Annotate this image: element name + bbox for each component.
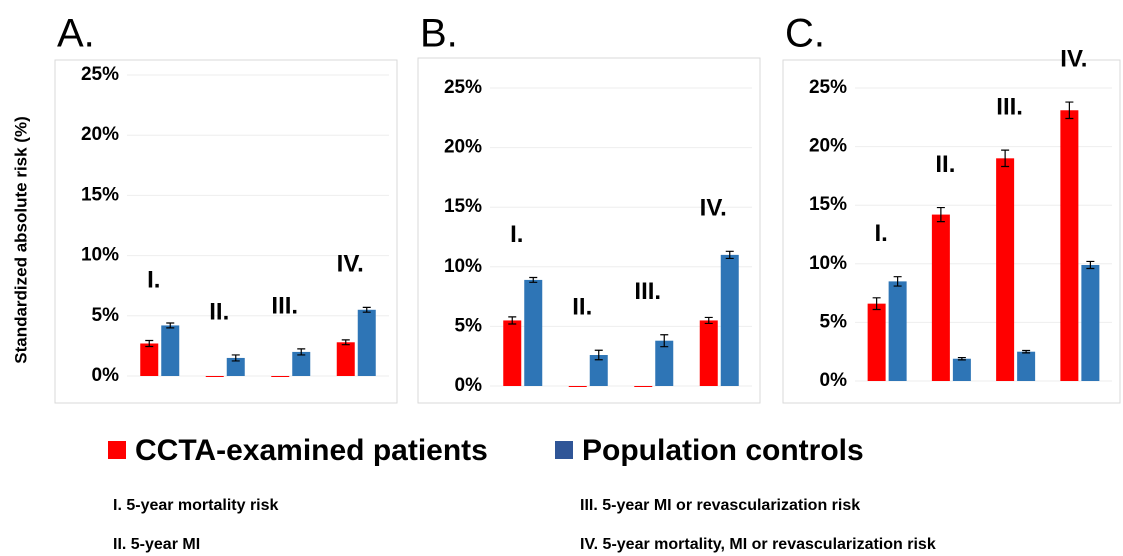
legend-swatch: [555, 441, 573, 459]
y-axis-label: Standardized absolute risk (%): [11, 116, 30, 364]
y-tick-label: 15%: [81, 184, 119, 205]
bar: [589, 355, 608, 386]
category-label: IV.: [700, 195, 727, 222]
bar: [292, 351, 311, 376]
error-bar: [957, 356, 966, 361]
error-bar: [362, 306, 371, 313]
bar: [140, 343, 159, 376]
bar: [996, 158, 1015, 381]
y-tick-label: 5%: [92, 305, 120, 326]
note: IV. 5-year mortality, MI or revasculariz…: [580, 536, 936, 553]
y-tick-label: 25%: [81, 64, 119, 85]
legend-label: CCTA-examined patients: [135, 434, 488, 467]
category-label: III.: [271, 292, 298, 319]
category-label: III.: [996, 93, 1023, 120]
category-label: IV.: [1060, 45, 1087, 72]
legend-label: Population controls: [582, 434, 864, 467]
bar: [655, 340, 674, 386]
bar: [720, 254, 739, 386]
panel-title: B.: [420, 12, 458, 56]
category-label: III.: [634, 278, 661, 305]
y-tick-label: 5%: [455, 315, 483, 336]
error-bar: [341, 339, 350, 346]
bar: [1060, 110, 1079, 381]
note: II. 5-year MI: [113, 536, 200, 553]
error-bar: [1001, 149, 1010, 168]
bar: [161, 325, 180, 376]
error-bar: [936, 206, 945, 223]
y-tick-label: 15%: [809, 194, 847, 215]
y-tick-label: 5%: [820, 311, 848, 332]
bar: [867, 303, 886, 381]
y-tick-label: 0%: [455, 375, 483, 396]
note: III. 5-year MI or revascularization risk: [580, 497, 860, 514]
y-tick-label: 15%: [444, 196, 482, 217]
bar: [336, 342, 355, 376]
y-tick-label: 0%: [92, 365, 120, 386]
error-bar: [508, 316, 517, 325]
category-label: I.: [510, 221, 523, 248]
bar: [888, 281, 907, 381]
error-bar: [872, 297, 881, 311]
bar: [524, 279, 543, 386]
bar: [226, 357, 245, 376]
category-label: II.: [572, 294, 592, 321]
y-tick-label: 20%: [444, 137, 482, 158]
error-bar: [594, 349, 603, 361]
y-tick-label: 25%: [809, 77, 847, 98]
error-bar: [166, 322, 175, 329]
panel-frame: [417, 57, 761, 404]
bar: [503, 320, 522, 386]
y-tick-label: 10%: [81, 245, 119, 266]
bar: [1017, 351, 1036, 381]
bar: [931, 214, 950, 381]
error-bar: [1065, 101, 1074, 120]
bar: [271, 376, 290, 377]
bar: [634, 386, 653, 387]
panel-title: C.: [785, 12, 825, 56]
error-bar: [893, 276, 902, 287]
bar: [952, 358, 971, 381]
bar: [1081, 264, 1100, 381]
panel-frame: [782, 59, 1121, 404]
error-bar: [1022, 349, 1031, 354]
y-tick-label: 10%: [444, 256, 482, 277]
legend-swatch: [108, 441, 126, 459]
y-tick-label: 20%: [81, 124, 119, 145]
panel-title: A.: [57, 12, 95, 56]
category-label: II.: [209, 298, 229, 325]
category-label: IV.: [337, 251, 364, 278]
category-label: II.: [935, 151, 955, 178]
error-bar: [725, 250, 734, 260]
bar: [205, 376, 224, 377]
bar: [568, 386, 587, 387]
error-bar: [1086, 260, 1095, 270]
panel-frame: [54, 59, 398, 404]
error-bar: [297, 348, 306, 356]
bar: [357, 309, 376, 376]
category-label: I.: [147, 266, 160, 293]
note: I. 5-year mortality risk: [113, 497, 279, 514]
y-tick-label: 10%: [809, 253, 847, 274]
error-bar: [145, 339, 154, 348]
error-bar: [529, 276, 538, 283]
error-bar: [231, 354, 240, 362]
category-label: I.: [874, 220, 887, 247]
y-tick-label: 25%: [444, 77, 482, 98]
error-bar: [660, 334, 669, 348]
y-tick-label: 0%: [820, 370, 848, 391]
bar: [699, 320, 718, 386]
y-tick-label: 20%: [809, 136, 847, 157]
error-bar: [704, 316, 713, 325]
